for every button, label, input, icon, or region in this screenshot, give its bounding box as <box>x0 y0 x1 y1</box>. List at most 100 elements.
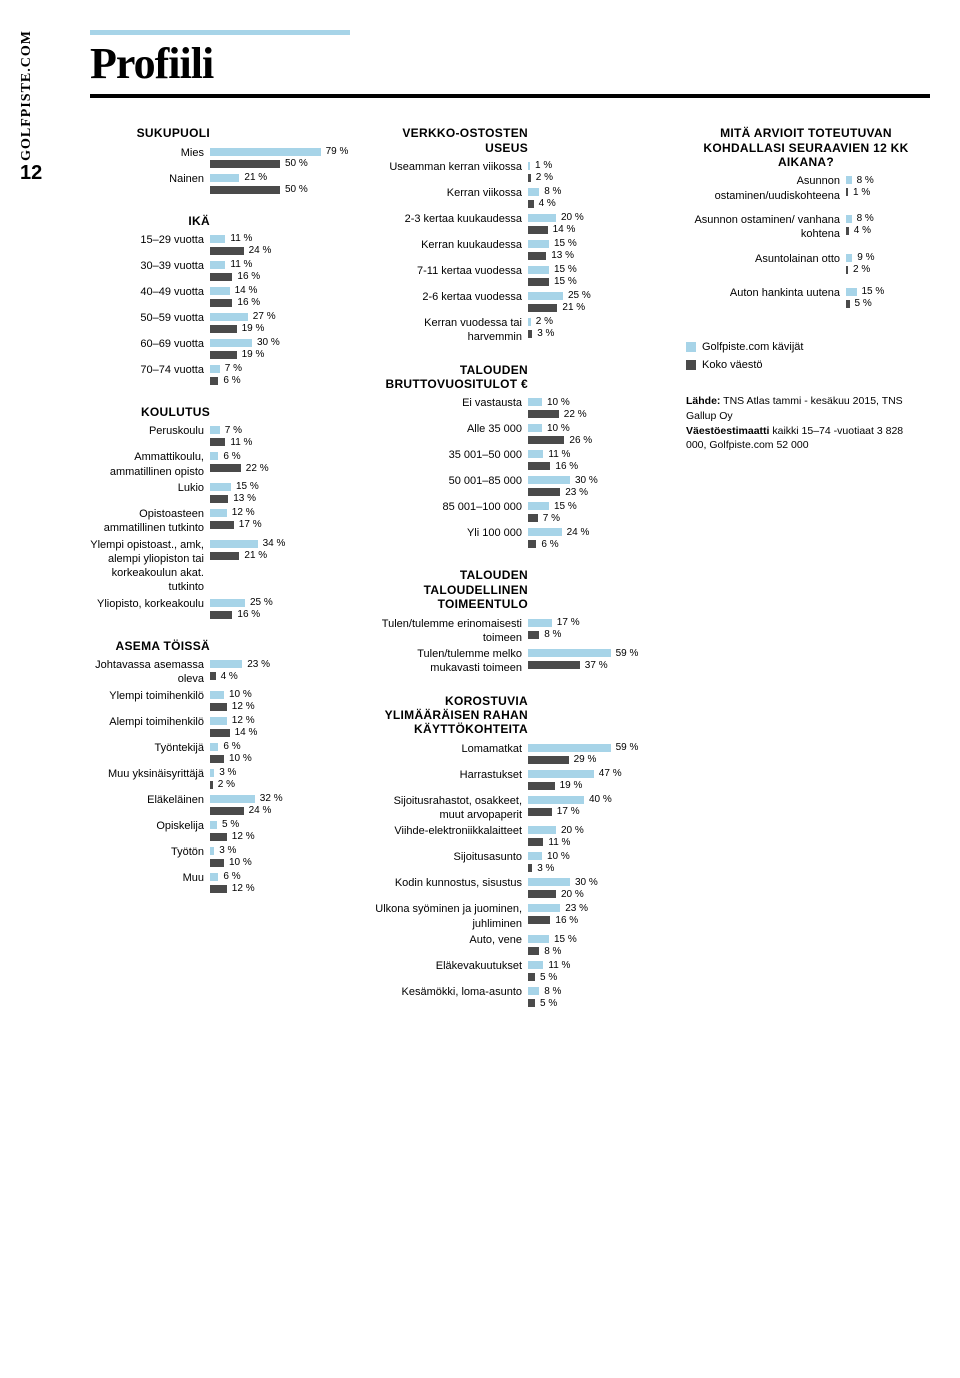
bar-series1: 9 % <box>846 252 926 264</box>
data-row: Sijoitusrahastot, osakkeet, muut arvopap… <box>368 794 668 823</box>
bar-value: 29 % <box>574 753 597 766</box>
bar-series2: 50 % <box>210 184 350 196</box>
bar <box>528 661 580 669</box>
bar-series1: 15 % <box>528 238 668 250</box>
bar <box>210 235 225 243</box>
data-row: Opistoasteen ammatillinen tutkinto 12 % … <box>90 507 350 536</box>
bar <box>528 398 542 406</box>
data-row: Asunnon ostaminen/ vanhana kohtena 8 % 4… <box>686 213 926 242</box>
bar <box>210 261 225 269</box>
bar-pair: 79 % 50 % <box>210 146 350 170</box>
bar <box>846 176 852 184</box>
row-label: Kerran vuodessa tai harvemmin <box>368 316 528 345</box>
legend-swatch <box>686 360 696 370</box>
bar-value: 79 % <box>326 145 349 158</box>
bar-pair: 23 % 16 % <box>528 902 668 926</box>
bar-series2: 16 % <box>528 914 668 926</box>
bar-series2: 24 % <box>210 805 350 817</box>
bar <box>210 717 227 725</box>
data-row: Kerran kuukaudessa 15 % 13 % <box>368 238 668 262</box>
bar-value: 21 % <box>244 549 267 562</box>
bar-series2: 12 % <box>210 831 350 843</box>
bar-series1: 30 % <box>528 474 668 486</box>
bar <box>528 890 556 898</box>
bar-value: 14 % <box>235 726 258 739</box>
bar-series2: 50 % <box>210 158 350 170</box>
section-title: IKÄ <box>90 214 210 228</box>
data-row: Eläkeläinen 32 % 24 % <box>90 793 350 817</box>
bar <box>528 631 539 639</box>
bar-pair: 25 % 16 % <box>210 597 350 621</box>
bar-series2: 5 % <box>528 997 668 1009</box>
title-rule <box>90 94 930 98</box>
bar-value: 40 % <box>589 793 612 806</box>
bar <box>528 278 549 286</box>
bar-pair: 40 % 17 % <box>528 794 668 818</box>
data-row: 50 001–85 000 30 % 23 % <box>368 474 668 498</box>
row-label: Muu yksinäisyrittäjä <box>90 767 210 781</box>
bar-pair: 12 % 14 % <box>210 715 350 739</box>
bar-pair: 10 % 12 % <box>210 689 350 713</box>
bar-series2: 19 % <box>210 349 350 361</box>
bar-pair: 11 % 16 % <box>210 259 350 283</box>
bar-value: 5 % <box>540 997 557 1010</box>
bar-value: 6 % <box>223 450 240 463</box>
data-row: Eläkevakuutukset 11 % 5 % <box>368 959 668 983</box>
row-label: Viihde-elektroniikkalaitteet <box>368 824 528 838</box>
bar-series2: 16 % <box>210 271 350 283</box>
bar-series1: 25 % <box>210 597 350 609</box>
bar <box>528 304 557 312</box>
bar-value: 26 % <box>569 434 592 447</box>
data-row: 70–74 vuotta 7 % 6 % <box>90 363 350 387</box>
bar <box>528 916 550 924</box>
bar-value: 19 % <box>242 322 265 335</box>
bar-value: 12 % <box>232 700 255 713</box>
bar-value: 16 % <box>237 296 260 309</box>
bar <box>528 838 543 846</box>
bar-series2: 11 % <box>210 436 350 448</box>
row-label: Alempi toimihenkilö <box>90 715 210 729</box>
bar-series1: 23 % <box>528 902 668 914</box>
bar-pair: 30 % 19 % <box>210 337 350 361</box>
data-row: Ylempi opistoast., amk, alempi yliopisto… <box>90 538 350 595</box>
bar <box>528 200 534 208</box>
bar-series2: 16 % <box>210 297 350 309</box>
data-row: Mies 79 % 50 % <box>90 146 350 170</box>
bar-series1: 30 % <box>210 337 350 349</box>
bar-series1: 6 % <box>210 450 350 462</box>
legend-swatch <box>686 342 696 352</box>
bar-value: 15 % <box>554 275 577 288</box>
bar-pair: 7 % 11 % <box>210 424 350 448</box>
bar <box>210 885 227 893</box>
bar <box>210 464 241 472</box>
bar <box>528 852 542 860</box>
bar <box>528 476 570 484</box>
bar-series2: 4 % <box>528 198 668 210</box>
bar-series2: 29 % <box>528 754 668 766</box>
bar <box>528 226 548 234</box>
data-row: Harrastukset 47 % 19 % <box>368 768 668 792</box>
data-row: Ammattikoulu, ammatillinen opisto 6 % 22… <box>90 450 350 479</box>
row-label: Asunnon ostaminen/uudiskohteena <box>686 174 846 203</box>
bar <box>528 292 563 300</box>
bar <box>528 436 564 444</box>
bar-value: 24 % <box>249 244 272 257</box>
data-row: Lomamatkat 59 % 29 % <box>368 742 668 766</box>
bar-pair: 6 % 22 % <box>210 450 350 474</box>
data-row: Useamman kerran viikossa 1 % 2 % <box>368 160 668 184</box>
bar-series1: 21 % <box>210 172 350 184</box>
row-label: Sijoitusasunto <box>368 850 528 864</box>
row-label: Asuntolainan otto <box>686 252 846 266</box>
bar-series2: 15 % <box>528 276 668 288</box>
bar-series1: 8 % <box>846 213 926 225</box>
bar <box>528 782 555 790</box>
bar <box>210 540 258 548</box>
bar <box>528 756 569 764</box>
legend-label: Golfpiste.com kävijät <box>702 340 803 354</box>
bar <box>210 377 218 385</box>
column-right: MITÄ ARVIOIT TOTEUTUVAN KOHDALLASI SEURA… <box>686 126 926 1027</box>
bar <box>210 495 228 503</box>
bar-value: 8 % <box>544 628 561 641</box>
bar-series2: 19 % <box>210 323 350 335</box>
spacer <box>686 278 926 286</box>
